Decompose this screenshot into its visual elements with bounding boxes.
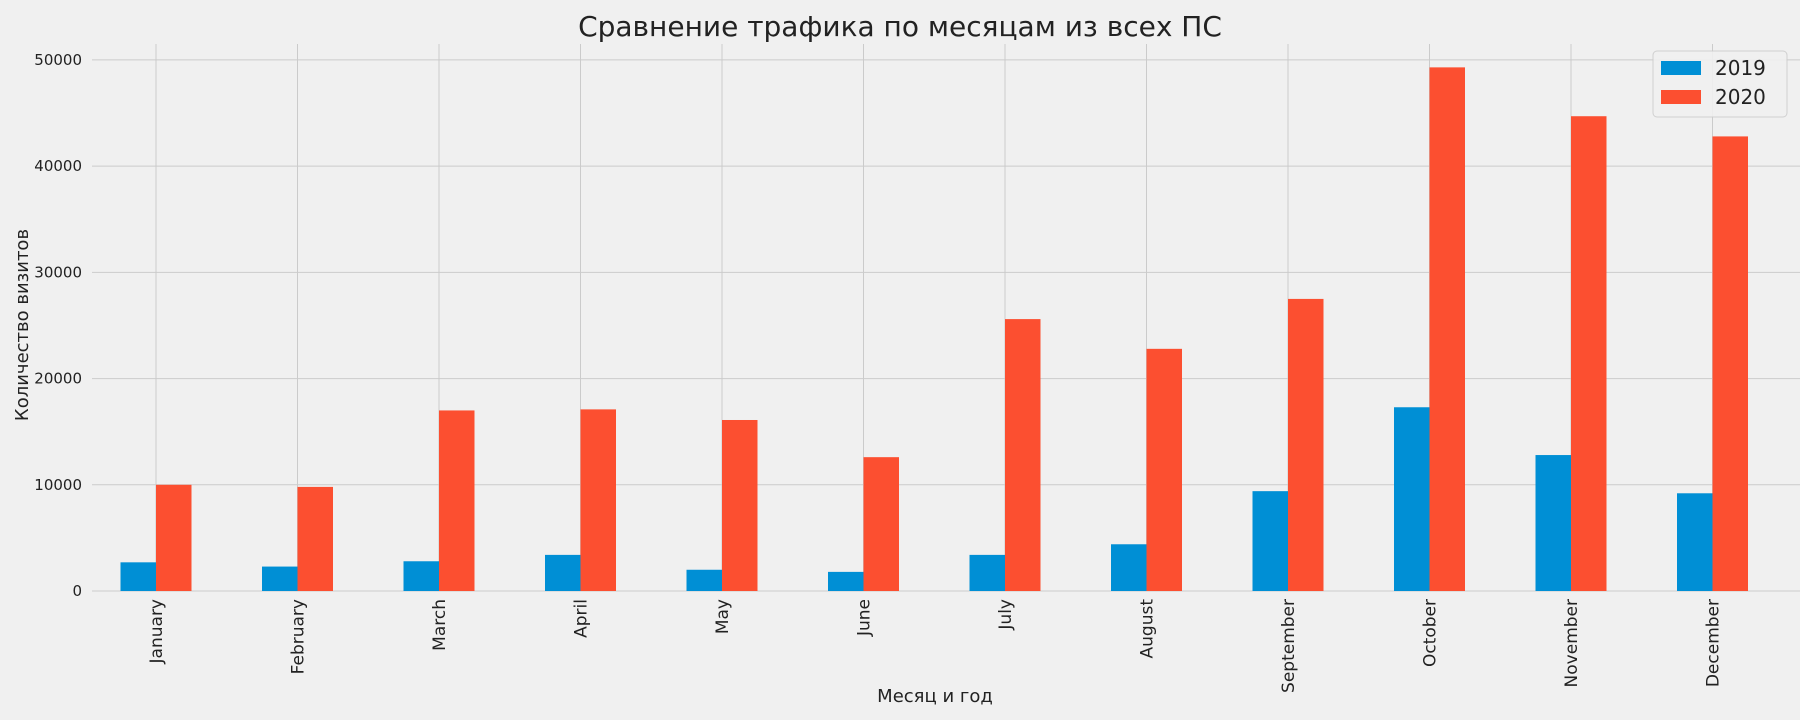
x-tick-label: February	[289, 599, 309, 674]
legend-label-2019: 2019	[1715, 56, 1766, 80]
x-tick-label: November	[1562, 599, 1582, 687]
bar-2020-december	[1712, 136, 1748, 591]
y-tick-label: 40000	[34, 157, 82, 175]
legend-swatch-2019	[1661, 61, 1701, 75]
bar-2019-august	[1111, 544, 1147, 591]
bar-2019-september	[1252, 491, 1288, 591]
x-tick-label: April	[572, 599, 592, 638]
chart-title: Сравнение трафика по месяцам из всех ПС	[578, 10, 1222, 43]
bar-2020-september	[1288, 298, 1324, 591]
bar-2020-march	[439, 410, 475, 591]
bar-2019-december	[1677, 493, 1713, 591]
bar-2019-july	[969, 554, 1005, 591]
legend-swatch-2020	[1661, 90, 1701, 104]
bar-2020-february	[297, 486, 333, 591]
x-axis-label: Месяц и год	[877, 686, 993, 707]
y-tick-label: 10000	[34, 476, 82, 494]
bar-2020-april	[580, 409, 616, 591]
x-tick-label: October	[1421, 599, 1441, 667]
x-axis-ticks: January February March April May June July Augu…	[147, 599, 1724, 693]
bar-2020-october	[1429, 67, 1465, 591]
y-axis-label: Количество визитов	[12, 229, 33, 421]
bar-2020-january	[156, 484, 192, 591]
x-tick-label: May	[713, 599, 733, 634]
bar-2020-may	[722, 419, 758, 591]
x-tick-label: March	[430, 599, 450, 651]
y-tick-label: 50000	[34, 51, 82, 69]
bar-2019-june	[828, 571, 864, 591]
y-tick-label: 20000	[34, 370, 82, 388]
x-tick-label: September	[1279, 599, 1299, 693]
bar-2019-october	[1394, 407, 1430, 591]
bar-2019-may	[686, 569, 722, 591]
bar-2019-april	[545, 554, 581, 591]
x-tick-label: July	[996, 599, 1016, 631]
bar-2020-june	[863, 457, 899, 591]
y-tick-label: 30000	[34, 263, 82, 281]
bars	[120, 67, 1748, 591]
x-tick-label: June	[855, 599, 875, 637]
legend-label-2020: 2020	[1715, 85, 1766, 109]
bar-2019-november	[1535, 455, 1571, 591]
bar-2020-august	[1146, 348, 1182, 591]
y-tick-label: 0	[72, 582, 82, 600]
bar-2019-march	[403, 561, 439, 591]
x-tick-label: January	[147, 599, 167, 664]
x-tick-label: December	[1704, 599, 1724, 687]
bar-2020-november	[1571, 116, 1607, 591]
y-axis-ticks: 0 10000 20000 30000 40000 50000	[34, 51, 82, 600]
legend: 2019 2020	[1652, 50, 1788, 118]
bar-2019-february	[262, 566, 298, 591]
bar-2019-january	[120, 562, 156, 591]
x-tick-label: August	[1138, 599, 1158, 659]
bar-2020-july	[1005, 319, 1041, 591]
